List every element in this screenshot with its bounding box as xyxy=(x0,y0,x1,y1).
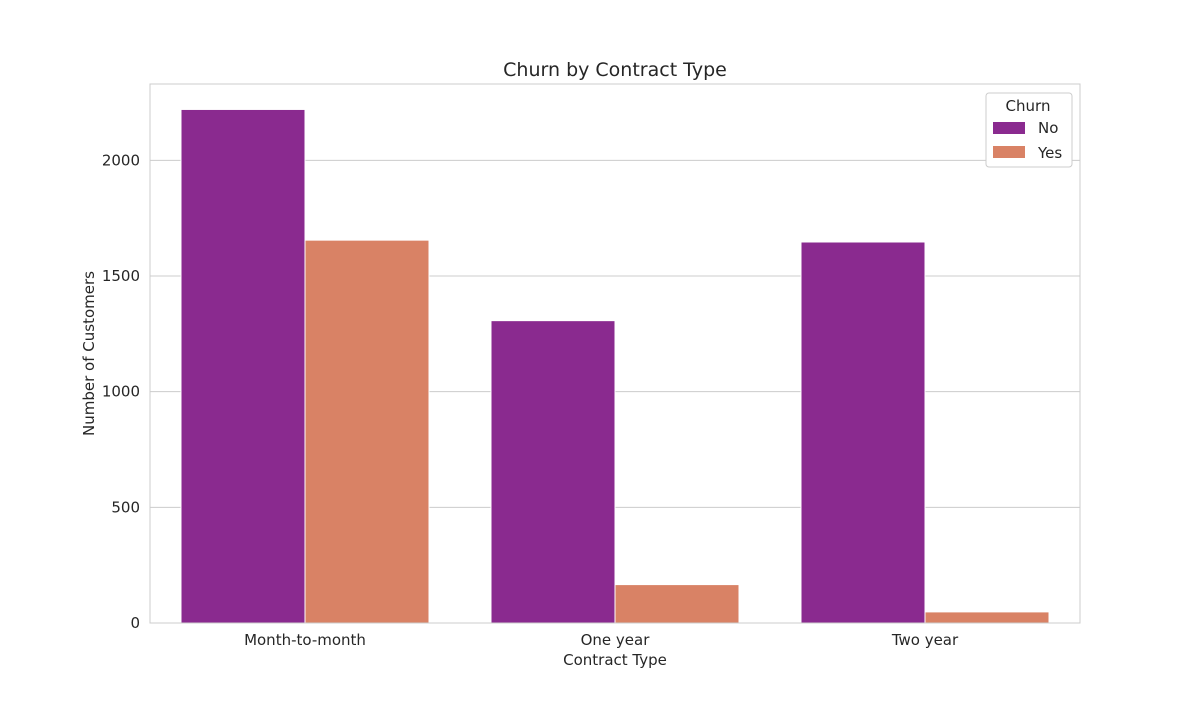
x-axis-ticks: Month-to-month One year Two year xyxy=(244,631,959,649)
legend-swatch-no xyxy=(993,122,1025,134)
y-tick-label: 1000 xyxy=(102,383,140,401)
x-tick-label: Month-to-month xyxy=(244,631,366,649)
y-tick-label: 0 xyxy=(130,614,140,632)
chart-title: Churn by Contract Type xyxy=(503,59,727,81)
bar-yes-0 xyxy=(304,239,430,624)
bar-no-0 xyxy=(180,108,306,624)
legend-label-yes: Yes xyxy=(1037,144,1062,162)
bar-yes-2 xyxy=(924,611,1050,624)
y-tick-label: 1500 xyxy=(102,267,140,285)
y-tick-label: 2000 xyxy=(102,151,140,169)
bar-yes-1 xyxy=(614,584,740,624)
bar-no-1 xyxy=(490,320,616,624)
bars xyxy=(180,108,1050,624)
bar-no-2 xyxy=(800,241,926,624)
legend: Churn No Yes xyxy=(985,92,1073,168)
legend-title: Churn xyxy=(1006,97,1051,115)
x-axis-label: Contract Type xyxy=(563,651,667,669)
y-axis-label: Number of Customers xyxy=(80,271,98,436)
legend-label-no: No xyxy=(1038,119,1058,137)
legend-swatch-yes xyxy=(993,146,1025,158)
x-tick-label: One year xyxy=(581,631,651,649)
y-axis-ticks: 0 500 1000 1500 2000 xyxy=(102,151,140,632)
y-tick-label: 500 xyxy=(111,498,140,516)
plot-frame xyxy=(149,83,1081,624)
x-tick-label: Two year xyxy=(891,631,959,649)
